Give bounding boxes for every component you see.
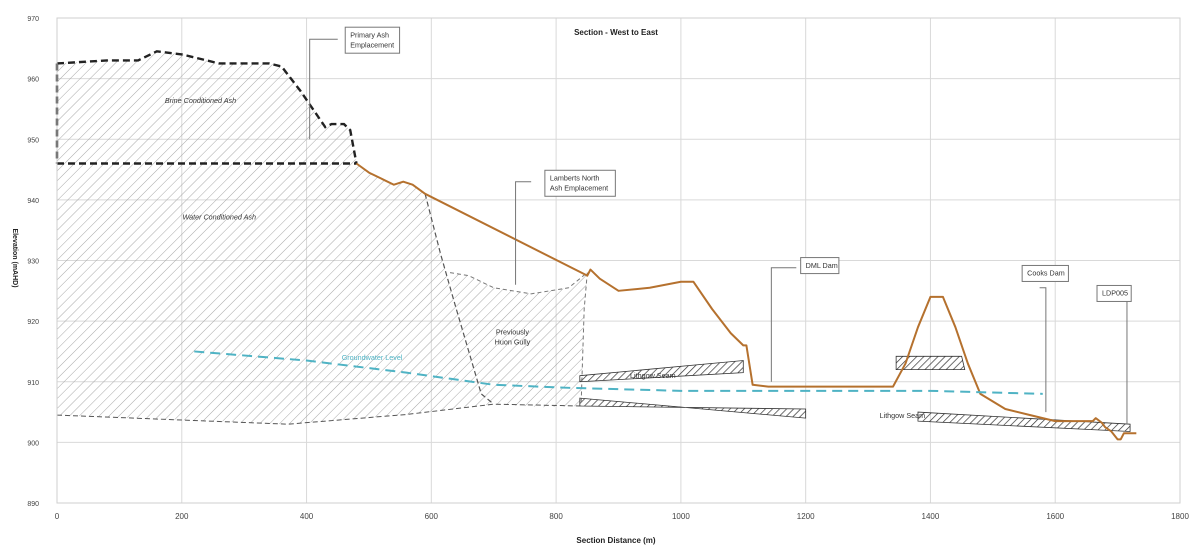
x-tick-label: 600 <box>425 512 439 521</box>
annotation: Lithgow Seam <box>880 411 926 420</box>
x-tick-label: 1800 <box>1171 512 1189 521</box>
x-tick-label: 1000 <box>672 512 690 521</box>
y-tick-label: 960 <box>27 77 39 84</box>
callout-leader <box>515 181 532 285</box>
y-tick-label: 970 <box>27 16 39 23</box>
y-tick-label: 910 <box>27 380 39 387</box>
x-axis-label: Section Distance (m) <box>576 536 655 545</box>
lithgow-seam <box>917 411 1131 432</box>
chart-title: Section - West to East <box>574 28 658 37</box>
x-tick-label: 0 <box>55 512 60 521</box>
water-ash-region <box>57 163 494 425</box>
annotation-text: Groundwater Level <box>342 353 403 362</box>
callout-leader <box>1125 299 1128 425</box>
huon-gully-region <box>450 272 588 408</box>
y-tick-label: 900 <box>27 440 39 447</box>
annotation-text: Primary Ash <box>350 30 389 39</box>
annotation-text: LDP005 <box>1102 289 1128 298</box>
y-tick-label: 890 <box>27 501 39 508</box>
annotation-text: Water Conditioned Ash <box>182 212 256 221</box>
callout-leader <box>309 38 338 140</box>
x-tick-label: 800 <box>549 512 563 521</box>
annotation-text: Cooks Dam <box>1027 269 1065 278</box>
annotation-text: Previously <box>496 327 530 336</box>
annotation-text: DML Dam <box>806 261 838 270</box>
ash-base-boundary <box>56 403 582 425</box>
lithgow-seam <box>895 355 966 371</box>
y-tick-label: 940 <box>27 198 39 205</box>
annotation-text: Brine Conditioned Ash <box>165 96 236 105</box>
annotation-text: Emplacement <box>350 40 394 49</box>
groundwater-level-line <box>194 350 1043 395</box>
annotation: Cooks Dam <box>1021 264 1069 282</box>
y-tick-label: 950 <box>27 137 39 144</box>
y-axis-label: Elevation (mAHD) <box>11 228 18 287</box>
annotation-box <box>344 26 401 54</box>
annotation-text: Lamberts North <box>550 173 600 182</box>
annotation-text: Huon Gully <box>495 337 531 346</box>
lamberts-north-top <box>449 272 588 295</box>
callout-leader <box>770 267 797 382</box>
annotation-text: Lithgow Seam <box>880 411 926 420</box>
annotation-box <box>544 169 616 197</box>
x-tick-label: 400 <box>300 512 314 521</box>
x-tick-label: 1400 <box>922 512 940 521</box>
annotation: LDP005 <box>1096 284 1132 302</box>
annotation: DML Dam <box>800 257 840 275</box>
y-tick-label: 930 <box>27 259 39 266</box>
plot-area-border <box>56 17 1181 504</box>
annotation: Lithgow Seam <box>630 371 676 380</box>
ash-top-boundary <box>56 50 358 164</box>
lithgow-seam <box>579 397 807 419</box>
annotation: Water Conditioned Ash <box>182 212 256 221</box>
ash-east-boundary <box>424 193 495 405</box>
annotation: Brine Conditioned Ash <box>165 96 236 105</box>
callout-leader <box>1039 287 1047 413</box>
annotation: Groundwater Level <box>342 353 403 362</box>
y-tick-label: 920 <box>27 319 39 326</box>
annotation-text: Lithgow Seam <box>630 371 676 380</box>
annotation-box <box>1021 264 1069 282</box>
ground-surface-line <box>355 162 1137 441</box>
lithgow-seam <box>579 360 744 383</box>
annotation-box <box>800 257 840 275</box>
x-tick-label: 1600 <box>1046 512 1064 521</box>
annotation-text: Ash Emplacement <box>550 183 608 192</box>
x-tick-label: 200 <box>175 512 189 521</box>
x-tick-label: 1200 <box>797 512 815 521</box>
annotation-box <box>1096 284 1132 302</box>
brine-ash-region <box>57 51 357 164</box>
huon-gully-east <box>580 272 588 407</box>
